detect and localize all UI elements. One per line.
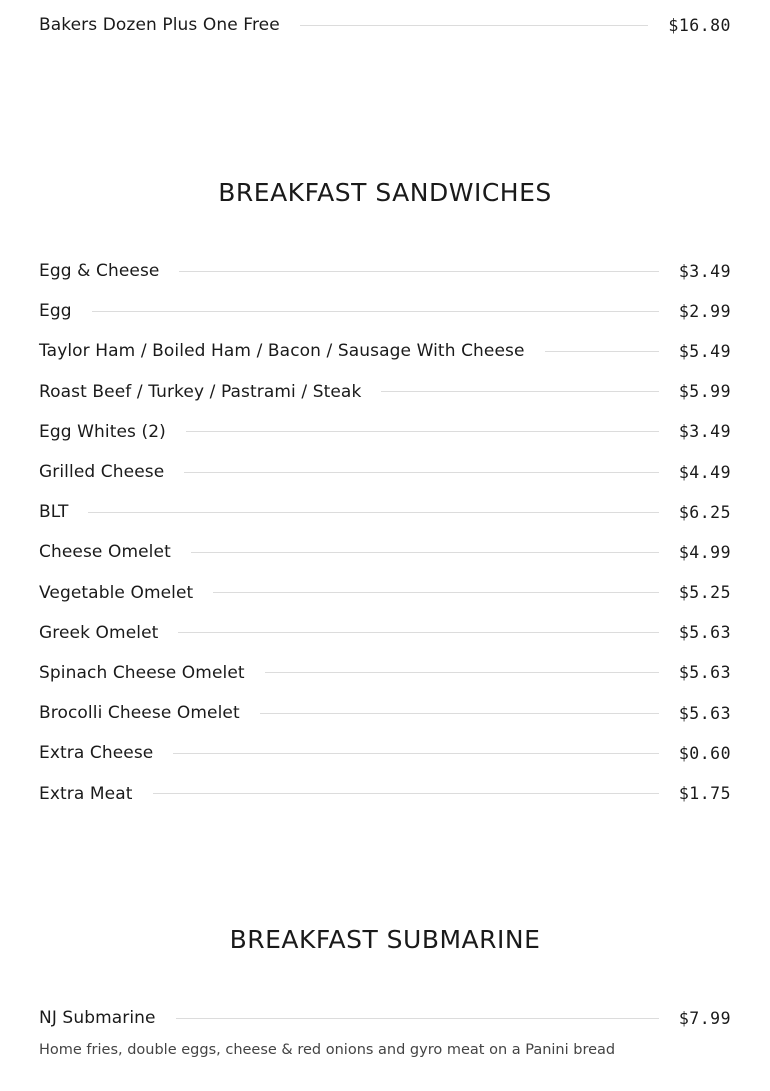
menu-item-name: Vegetable Omelet (39, 582, 194, 603)
menu-item-name: Extra Cheese (39, 743, 154, 764)
menu-item: Egg $2.99 (39, 291, 731, 331)
leader-line (213, 592, 659, 594)
menu-item-price: $3.49 (678, 261, 731, 281)
menu-item-price: $5.63 (678, 663, 731, 683)
leader-line (184, 471, 659, 473)
menu-item-price: $1.75 (678, 784, 731, 804)
leader-line (185, 431, 659, 433)
menu-item-name: NJ Submarine (39, 1008, 156, 1029)
menu-item-name: Egg (39, 301, 72, 322)
menu-item: BLT $6.25 (39, 492, 731, 532)
menu-item-price: $5.63 (678, 703, 731, 723)
menu-item-price: $5.49 (678, 341, 731, 361)
menu-item-name: Brocolli Cheese Omelet (39, 703, 240, 724)
menu-item: Spinach Cheese Omelet $5.63 (39, 653, 731, 693)
menu-item-price: $2.99 (678, 301, 731, 321)
leader-line (299, 24, 649, 26)
section-heading-breakfast-submarine: BREAKFAST SUBMARINE (229, 925, 541, 954)
leader-line (179, 270, 659, 272)
menu-item: Egg & Cheese $3.49 (39, 251, 731, 291)
menu-item-name: Roast Beef / Turkey / Pastrami / Steak (39, 381, 362, 402)
leader-line (259, 712, 659, 714)
section-heading-breakfast-sandwiches: BREAKFAST SANDWICHES (218, 178, 552, 207)
leader-line (175, 1017, 659, 1019)
menu-item-price: $4.99 (678, 542, 731, 562)
leader-line (190, 551, 659, 553)
menu-list-breakfast-submarine: NJ Submarine $7.99 (39, 998, 731, 1038)
menu-item: Brocolli Cheese Omelet $5.63 (39, 693, 731, 733)
menu-item: Egg Whites (2) $3.49 (39, 412, 731, 452)
menu-item-name: Egg & Cheese (39, 261, 160, 282)
menu-item: NJ Submarine $7.99 (39, 998, 731, 1038)
menu-item: Vegetable Omelet $5.25 (39, 573, 731, 613)
leader-line (178, 632, 659, 634)
menu-item-name: Grilled Cheese (39, 462, 165, 483)
menu-item-price: $4.49 (678, 462, 731, 482)
menu-item: Grilled Cheese $4.49 (39, 452, 731, 492)
menu-list-top: Bakers Dozen Plus One Free $16.80 (39, 5, 731, 45)
menu-item-name: Cheese Omelet (39, 542, 171, 563)
leader-line (91, 310, 659, 312)
leader-line (264, 672, 659, 674)
menu-item-name: Bakers Dozen Plus One Free (39, 15, 280, 36)
menu-item: Cheese Omelet $4.99 (39, 532, 731, 572)
menu-item: Extra Cheese $0.60 (39, 733, 731, 773)
leader-line (152, 793, 659, 795)
menu-item-price: $5.99 (678, 382, 731, 402)
leader-line (544, 350, 659, 352)
item-description: Home fries, double eggs, cheese & red on… (39, 1042, 616, 1058)
menu-item-name: Taylor Ham / Boiled Ham / Bacon / Sausag… (39, 341, 525, 362)
menu-item: Taylor Ham / Boiled Ham / Bacon / Sausag… (39, 331, 731, 371)
menu-item-name: Greek Omelet (39, 622, 159, 643)
leader-line (381, 391, 659, 393)
menu-item-name: Spinach Cheese Omelet (39, 662, 245, 683)
menu-item-price: $16.80 (668, 15, 731, 35)
menu-item-price: $0.60 (678, 743, 731, 763)
menu-item-price: $6.25 (678, 502, 731, 522)
menu-item-name: BLT (39, 502, 69, 523)
menu-item: Roast Beef / Turkey / Pastrami / Steak $5… (39, 372, 731, 412)
menu-item-price: $5.25 (678, 583, 731, 603)
menu-item-price: $3.49 (678, 422, 731, 442)
menu-list-breakfast-sandwiches: Egg & Cheese $3.49 Egg $2.99 Taylor Ham / Bo… (39, 251, 731, 814)
menu-item-name: Egg Whites (2) (39, 421, 166, 442)
menu-item-price: $5.63 (678, 623, 731, 643)
menu-item-name: Extra Meat (39, 783, 133, 804)
menu-item: Extra Meat $1.75 (39, 773, 731, 813)
menu-item: Greek Omelet $5.63 (39, 613, 731, 653)
menu-item: Bakers Dozen Plus One Free $16.80 (39, 5, 731, 45)
menu-item-price: $7.99 (678, 1008, 731, 1028)
leader-line (88, 511, 659, 513)
leader-line (173, 752, 659, 754)
